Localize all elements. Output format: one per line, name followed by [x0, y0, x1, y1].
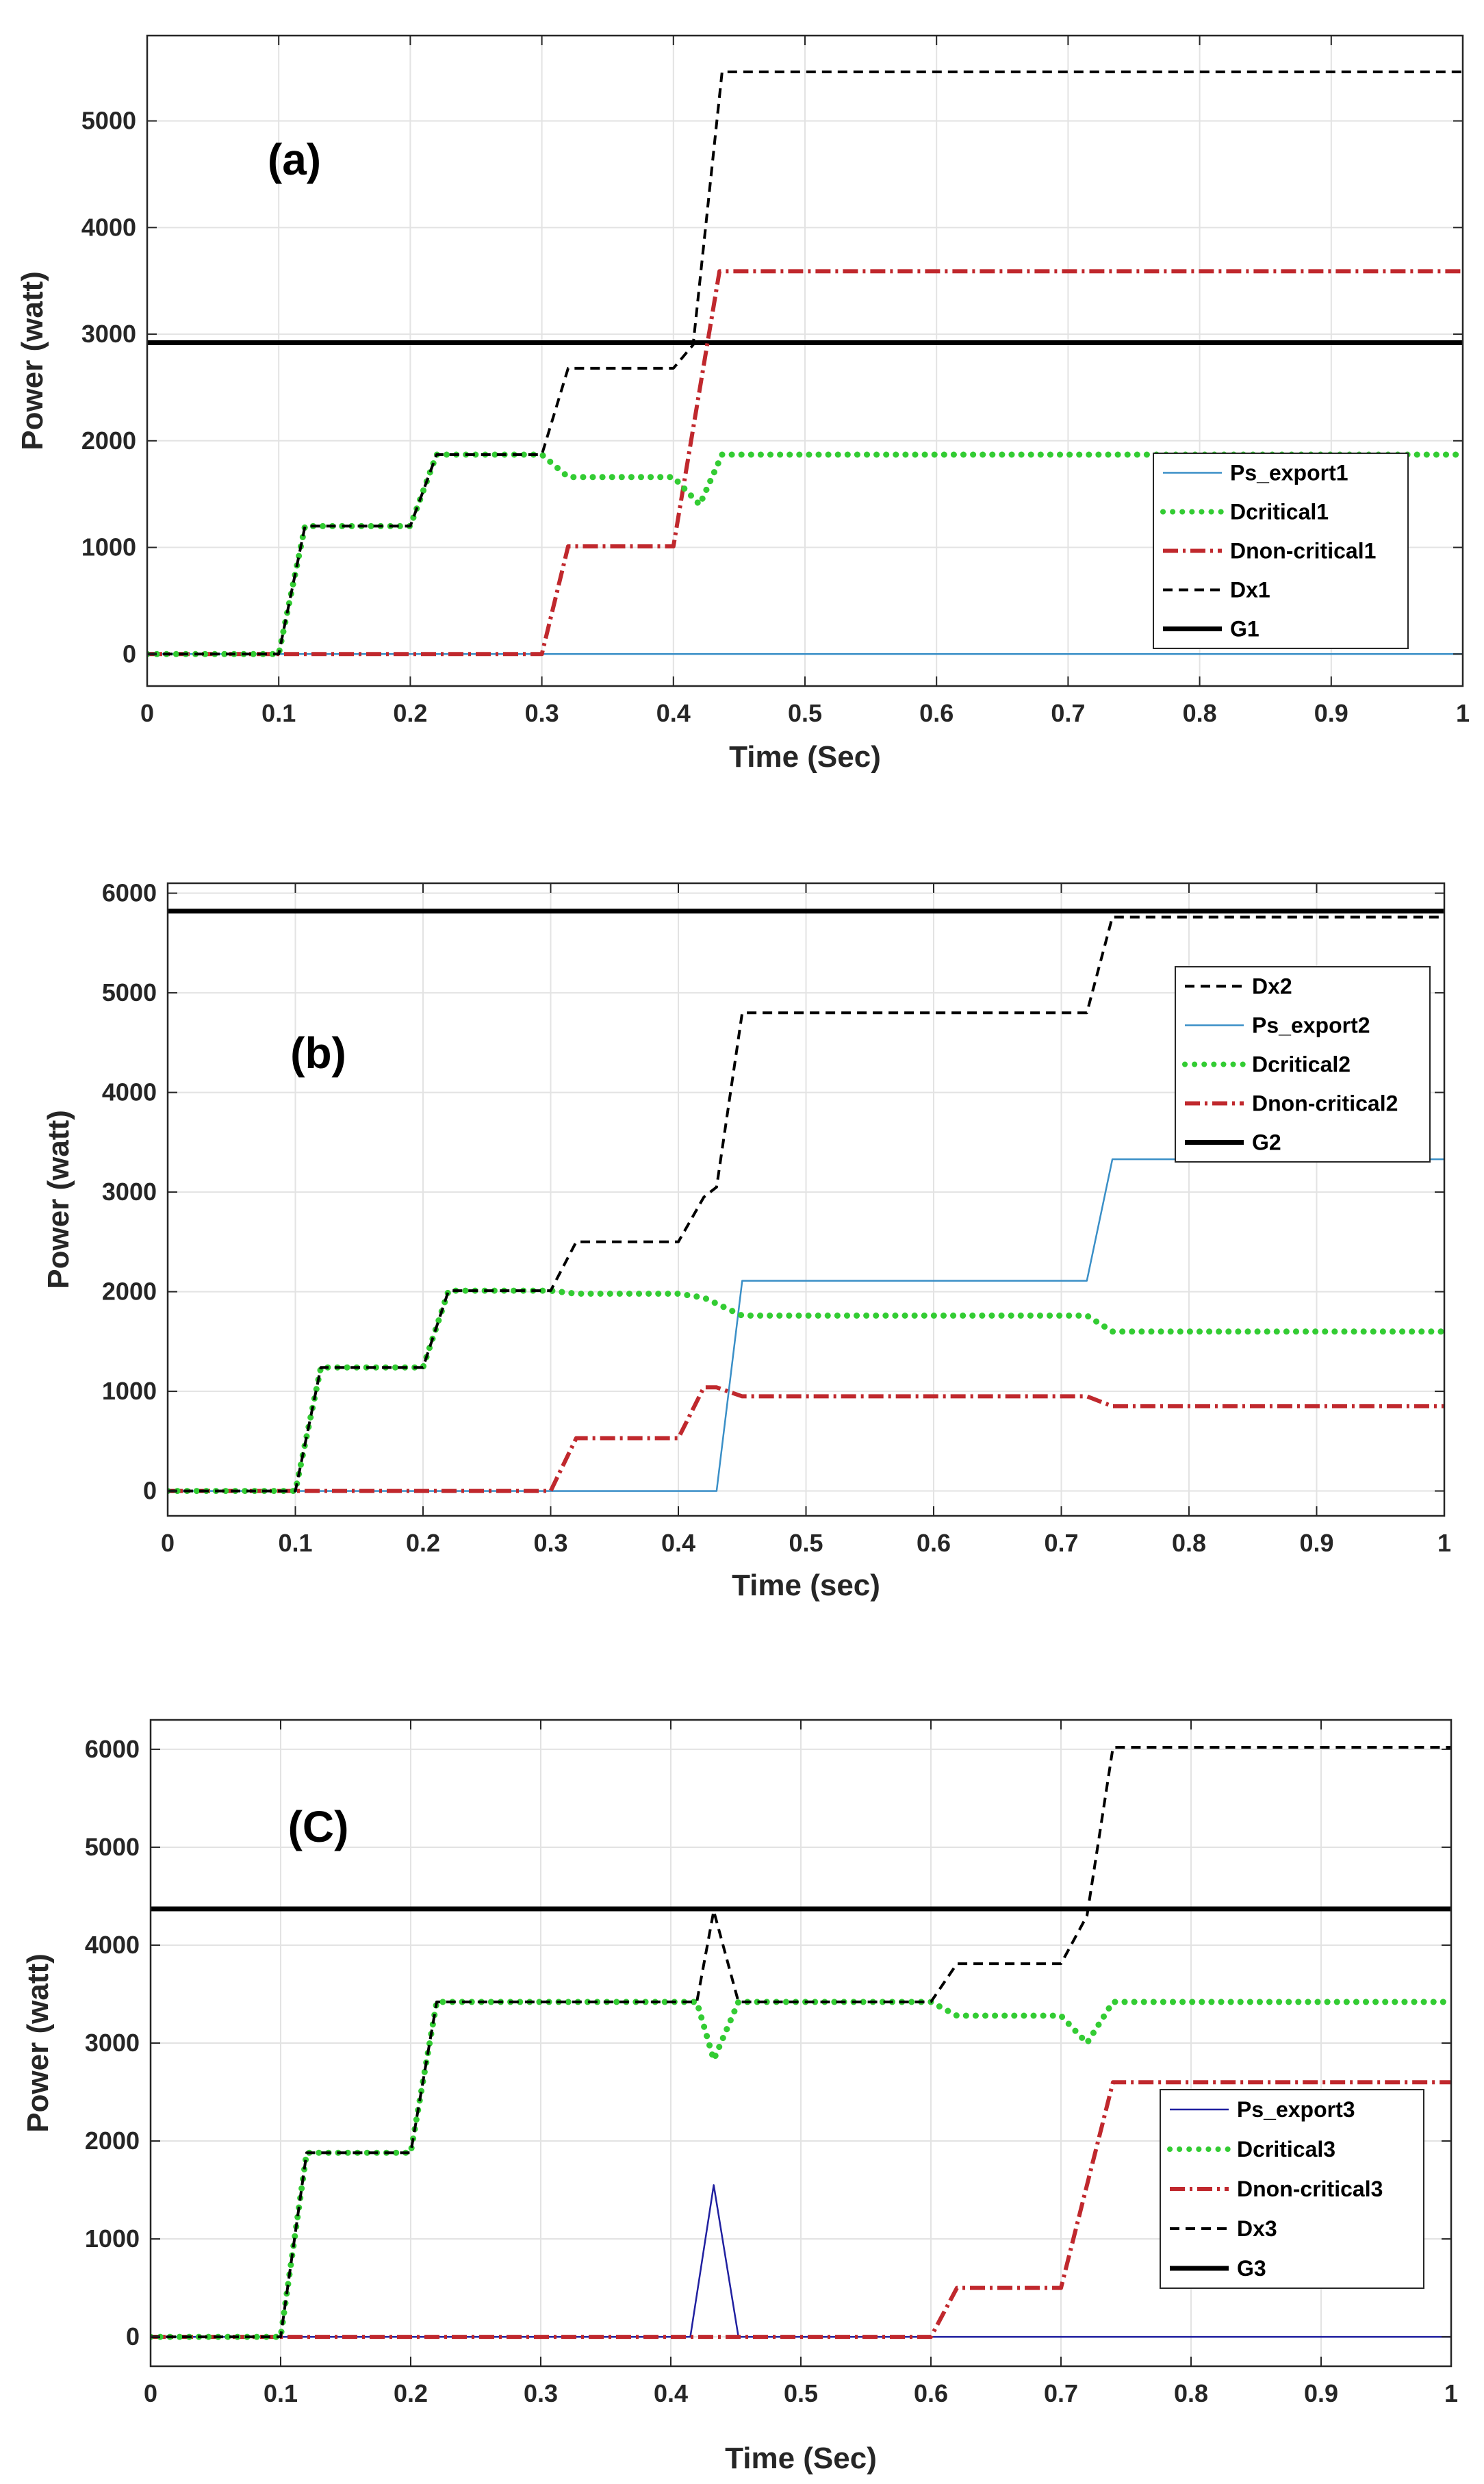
legend: Ps_export1 Dcritical1 Dnon-critical1 Dx1 G1	[1153, 453, 1409, 649]
x-tick-label: 0.8	[1172, 1529, 1206, 1557]
series-group	[168, 909, 1444, 1495]
legend-label: Ps_export1	[1230, 461, 1348, 485]
legend-label: Ps_export2	[1252, 1013, 1370, 1038]
panel-1: 0 0.1 0.2 0.3 0.4 0.5 0.6 0.7 0.8 0.9 1 0 1000 2000 30…	[16, 34, 1470, 774]
y-tick-label: 0	[143, 1477, 157, 1505]
x-tick-label: 0.3	[524, 2379, 558, 2407]
legend-label: Dcritical1	[1230, 500, 1329, 524]
y-tick-label: 3000	[85, 2029, 140, 2057]
y-tick-label: 4000	[81, 213, 136, 241]
x-tick-label: 0	[161, 1529, 175, 1557]
legend-box	[1175, 966, 1431, 1163]
y-tick-label: 1000	[81, 533, 136, 561]
legend: Dx2 Ps_export2 Dcritical2 Dnon-critical2 G2	[1175, 966, 1431, 1163]
x-tick-label: 0.1	[278, 1529, 312, 1557]
panel-3: 0 0.1 0.2 0.3 0.4 0.5 0.6 0.7 0.8 0.9 1 0 1000 2000 30…	[21, 1719, 1458, 2475]
legend-label: Dx1	[1230, 578, 1270, 603]
x-axis-label: Time (Sec)	[729, 740, 881, 774]
x-tick-label: 0.9	[1314, 699, 1348, 727]
legend-label: G1	[1230, 617, 1259, 642]
series-dcritical1	[147, 451, 1463, 657]
legend-label: Dnon-critical3	[1237, 2177, 1383, 2201]
series-dx2	[168, 915, 1444, 1493]
y-tick-label: 3000	[102, 1178, 157, 1206]
x-tick-label: 0.4	[656, 699, 691, 727]
series-dx3	[151, 1746, 1451, 2339]
series-dnon-critical2	[168, 1385, 1444, 1493]
y-tick-label: 2000	[81, 427, 136, 455]
x-tick-label: 0	[144, 2379, 157, 2407]
panel-label: (C)	[288, 1802, 349, 1851]
panel-2: 0 0.1 0.2 0.3 0.4 0.5 0.6 0.7 0.8 0.9 1 0 1000 2000 30…	[42, 879, 1451, 1602]
x-tick-label: 1	[1444, 2379, 1458, 2407]
x-tick-label: 0.7	[1044, 1529, 1078, 1557]
x-axis-label: Time (Sec)	[725, 2442, 877, 2475]
x-tick-label: 0.1	[264, 2379, 298, 2407]
x-tick-label: 1	[1456, 699, 1470, 727]
series-dcritical3	[151, 1999, 1451, 2340]
y-tick-label: 6000	[85, 1735, 140, 1763]
legend-label: Dx2	[1252, 974, 1292, 999]
x-tick-label: 0.5	[788, 699, 822, 727]
legend-label: Dnon-critical1	[1230, 539, 1376, 563]
legend-label: Dnon-critical2	[1252, 1091, 1398, 1116]
x-tick-label: 0.9	[1299, 1529, 1333, 1557]
x-tick-label: 0.2	[394, 2379, 428, 2407]
x-tick-label: 0.8	[1183, 699, 1217, 727]
legend-label: Dcritical3	[1237, 2137, 1335, 2162]
x-tick-label: 0.5	[784, 2379, 818, 2407]
x-tick-label: 0.6	[914, 2379, 948, 2407]
x-tick-label: 0.5	[789, 1529, 823, 1557]
series-group	[151, 1746, 1451, 2340]
y-tick-label: 0	[126, 2322, 140, 2350]
x-tick-label: 0.2	[406, 1529, 440, 1557]
y-axis-label: Power (watt)	[42, 1110, 75, 1289]
x-tick-label: 0	[140, 699, 154, 727]
y-axis-label: Power (watt)	[21, 1953, 55, 2133]
y-tick-label: 1000	[102, 1377, 157, 1405]
y-tick-label: 2000	[102, 1278, 157, 1306]
series-dnon-critical1	[147, 269, 1463, 657]
series-group	[147, 71, 1463, 657]
grid	[167, 883, 1445, 1516]
panel-label: (a)	[268, 135, 321, 184]
x-tick-label: 0.3	[533, 1529, 567, 1557]
y-tick-label: 1000	[85, 2225, 140, 2253]
panel-label: (b)	[290, 1028, 346, 1078]
legend-label: G3	[1237, 2256, 1266, 2281]
series-ps-export2	[168, 1158, 1444, 1492]
x-tick-label: 0.4	[654, 2379, 688, 2407]
x-tick-label: 0.6	[917, 1529, 951, 1557]
y-tick-label: 4000	[102, 1078, 157, 1106]
y-tick-label: 5000	[102, 978, 157, 1006]
legend: Ps_export3 Dcritical3 Dnon-critical3 Dx3 G3	[1160, 2089, 1424, 2289]
x-axis-label: Time (sec)	[732, 1569, 880, 1602]
y-tick-label: 4000	[85, 1931, 140, 1959]
x-tick-label: 0.9	[1304, 2379, 1338, 2407]
x-tick-label: 0.7	[1051, 699, 1085, 727]
legend-label: G2	[1252, 1130, 1281, 1155]
y-tick-label: 2000	[85, 2127, 140, 2155]
x-tick-label: 0.4	[661, 1529, 695, 1557]
y-tick-label: 5000	[85, 1833, 140, 1861]
x-tick-label: 0.6	[919, 699, 954, 727]
x-tick-label: 0.1	[261, 699, 296, 727]
x-tick-label: 0.7	[1044, 2379, 1078, 2407]
legend-label: Dcritical2	[1252, 1052, 1351, 1077]
x-tick-label: 0.2	[393, 699, 427, 727]
y-tick-label: 0	[123, 639, 136, 668]
legend-label: Ps_export3	[1237, 2097, 1355, 2122]
x-tick-label: 1	[1437, 1529, 1451, 1557]
series-dnon-critical3	[151, 2080, 1451, 2340]
y-tick-label: 3000	[81, 320, 136, 348]
y-tick-label: 5000	[81, 107, 136, 135]
series-dx1	[147, 71, 1463, 656]
y-tick-label: 6000	[102, 879, 157, 907]
x-tick-label: 0.8	[1174, 2379, 1208, 2407]
x-tick-label: 0.3	[525, 699, 559, 727]
y-axis-label: Power (watt)	[16, 271, 49, 451]
legend-label: Dx3	[1237, 2216, 1277, 2241]
